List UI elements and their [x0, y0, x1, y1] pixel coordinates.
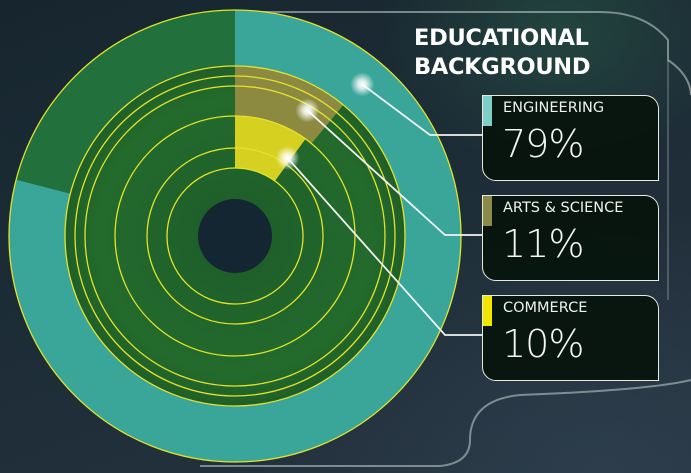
- ring-line-2: [64, 65, 406, 407]
- legend-label: COMMERCE: [503, 300, 588, 316]
- ring-line-6: [146, 147, 324, 325]
- callout-dot-3: [275, 146, 300, 171]
- legend-label: ENGINEERING: [503, 100, 605, 116]
- legend-value: 79%: [502, 122, 584, 166]
- callout-line-3: [286, 157, 482, 336]
- callout-dot-2: [295, 98, 320, 123]
- callout-line-2: [306, 109, 482, 236]
- ring-base-shade: [12, 10, 235, 207]
- legend-card-arts-science: ARTS & SCIENCE 11%: [482, 195, 659, 281]
- legend-card-engineering: ENGINEERING 79%: [482, 95, 659, 181]
- legend-swatch: [483, 96, 492, 126]
- chart-title-line-2: BACKGROUND: [414, 54, 591, 80]
- series-arc-3: [235, 116, 306, 181]
- legend-label: ARTS & SCIENCE: [503, 200, 624, 216]
- ring-line-7: [166, 167, 304, 305]
- legend-value: 10%: [502, 322, 584, 366]
- series-arc-2: [235, 66, 344, 144]
- ring-line-4: [84, 85, 386, 387]
- ring-line-3: [74, 75, 396, 397]
- chart-title: EDUCATIONAL BACKGROUND: [414, 24, 614, 82]
- frame-outline: [200, 11, 691, 467]
- legend-swatch: [483, 296, 492, 326]
- chart-center-hole: [198, 199, 272, 273]
- ring-line-5: [114, 115, 356, 357]
- legend-value: 11%: [502, 222, 584, 266]
- legend-card-commerce: COMMERCE 10%: [482, 295, 659, 381]
- callout-line-1: [361, 83, 482, 136]
- chart-title-line-1: EDUCATIONAL: [414, 25, 589, 51]
- callout-dot-1: [350, 72, 375, 97]
- legend-swatch: [483, 196, 492, 226]
- ring-line-1: [8, 9, 462, 463]
